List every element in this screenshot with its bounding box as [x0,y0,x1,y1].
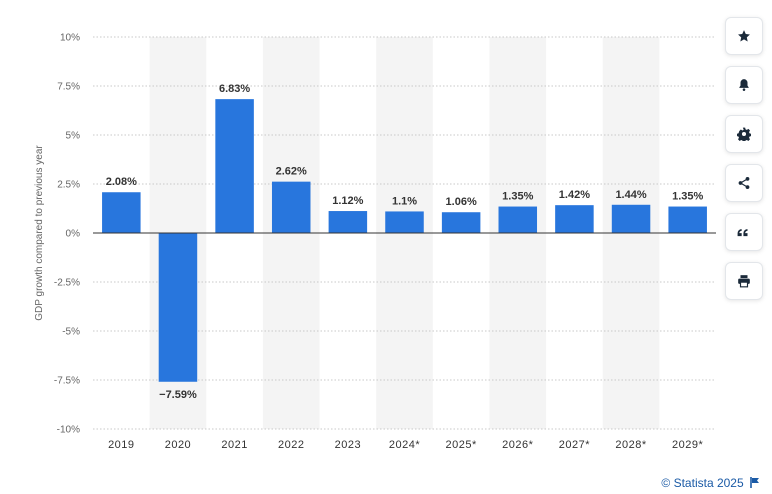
favorite-button[interactable] [725,17,763,55]
x-tick-label: 2024* [389,439,420,451]
printer-icon [738,275,750,288]
x-tick-label: 2027* [559,439,590,451]
bar-2027[interactable] [555,205,594,233]
bar-2019[interactable] [102,192,141,233]
x-tick-label: 2022 [278,439,304,451]
star-icon [738,30,750,42]
data-label: 2.08% [106,176,137,188]
x-tick-label: 2028* [615,439,646,451]
y-tick-label: 2.5% [57,180,80,191]
x-tick-label: 2026* [502,439,533,451]
bar-2024[interactable] [385,211,424,233]
y-tick-label: -5% [62,327,80,338]
quote-icon [737,229,748,237]
share-icon [738,177,750,189]
y-tick-label: 7.5% [57,82,80,93]
chart-toolbar [725,17,763,311]
x-tick-label: 2021 [221,439,247,451]
data-label: 1.12% [332,195,363,207]
settings-button[interactable] [725,115,763,153]
data-label: 1.1% [392,195,417,207]
data-label: 1.42% [559,189,590,201]
data-label: 6.83% [219,83,250,95]
bar-2029[interactable] [668,206,707,233]
y-tick-label: 5% [66,131,81,142]
credit-text: © Statista 2025 [661,476,744,490]
statista-credit-link[interactable]: © Statista 2025 [661,476,760,490]
data-label: 1.44% [615,189,646,201]
data-label: −7.59% [159,389,197,401]
bar-2028[interactable] [611,204,651,233]
x-tick-label: 2029* [672,439,703,451]
bell-icon [739,79,749,91]
x-tick-label: 2025* [446,439,477,451]
bar-2025[interactable] [441,212,481,233]
data-label: 1.35% [502,191,533,203]
bar-2023[interactable] [328,211,368,233]
data-label: 2.62% [276,166,307,178]
bar-2021[interactable] [215,99,254,233]
bar-2020[interactable] [158,233,198,382]
data-label: 1.06% [446,196,477,208]
bar-2026[interactable] [498,206,538,233]
data-label: 1.35% [672,191,703,203]
gear-icon [737,127,751,141]
y-tick-label: -7.5% [54,376,80,387]
x-tick-label: 2023 [335,439,361,451]
y-axis-title: GDP growth compared to previous year [34,145,45,321]
notification-button[interactable] [725,66,763,104]
y-tick-label: -2.5% [54,278,80,289]
cite-button[interactable] [725,213,763,251]
x-tick-label: 2020 [165,439,191,451]
y-tick-label: 0% [66,229,81,240]
x-tick-label: 2019 [108,439,134,451]
print-button[interactable] [725,262,763,300]
share-button[interactable] [725,164,763,202]
flag-icon [750,477,759,488]
bar-2022[interactable] [271,181,311,233]
y-tick-label: 10% [60,33,80,44]
y-tick-label: -10% [57,425,80,436]
